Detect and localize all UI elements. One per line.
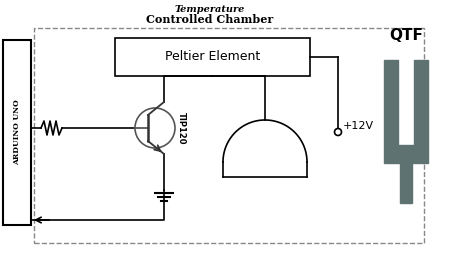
Bar	[384, 60, 398, 145]
Circle shape	[135, 108, 175, 148]
Text: Temperature: Temperature	[175, 5, 245, 14]
Bar	[384, 145, 428, 163]
Bar	[414, 60, 428, 145]
Bar	[3, 40, 31, 225]
Text: QTF: QTF	[389, 28, 423, 42]
Text: Controlled Chamber: Controlled Chamber	[146, 14, 274, 25]
Bar	[400, 163, 412, 203]
Text: +12V: +12V	[343, 121, 374, 131]
Text: Peltier Element: Peltier Element	[165, 50, 260, 63]
Text: ARDUINO UNO: ARDUINO UNO	[13, 100, 21, 165]
Bar	[115, 38, 310, 76]
Bar	[34, 28, 424, 243]
Text: TIP120: TIP120	[177, 112, 186, 144]
Circle shape	[335, 128, 342, 135]
